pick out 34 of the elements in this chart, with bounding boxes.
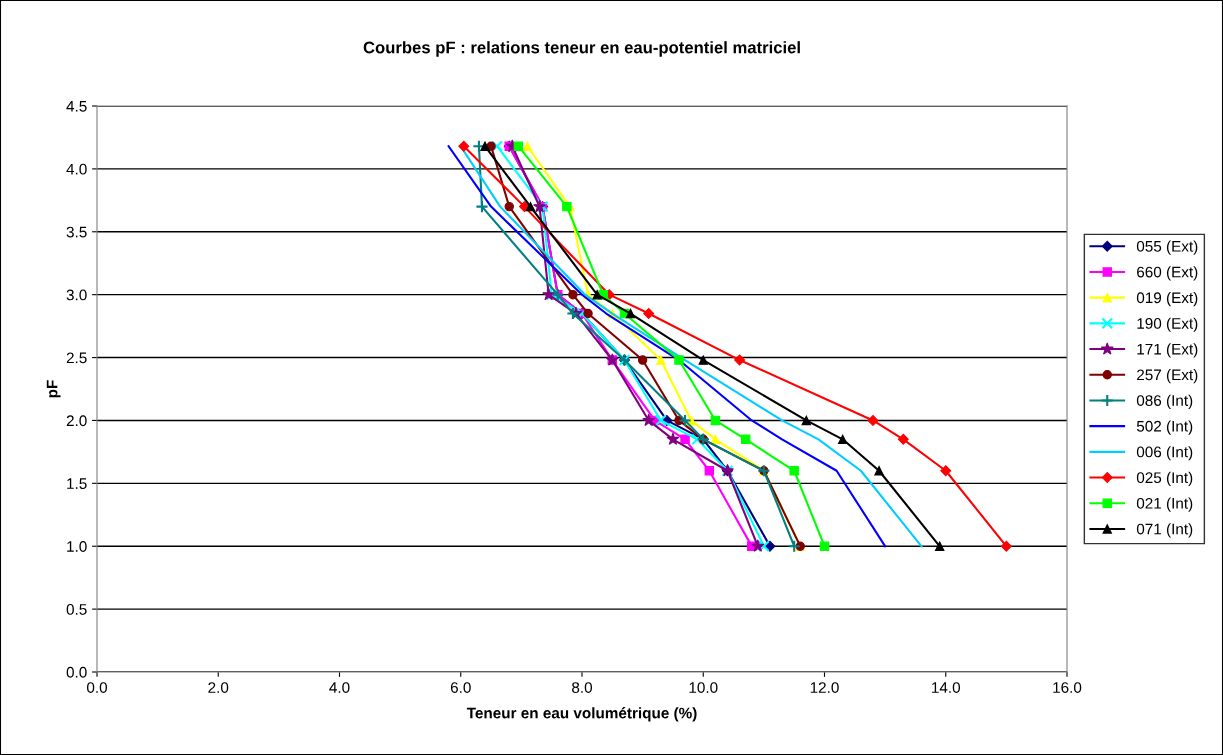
legend-label: 019 (Ext) <box>1136 291 1198 307</box>
y-tick-label: 4.5 <box>66 101 87 112</box>
y-tick-label: 0.0 <box>66 666 87 678</box>
legend-label: 086 (Int) <box>1136 394 1193 409</box>
legend-label: 025 (Int) <box>1136 471 1193 487</box>
legend-label: 257 (Ext) <box>1137 369 1198 384</box>
x-tick-label: 4.0 <box>329 682 350 693</box>
y-tick-label: 3.0 <box>66 289 87 301</box>
y-tick-label: 2.0 <box>66 415 87 427</box>
x-axis-title: Teneur en eau volumétrique (%) <box>466 707 697 722</box>
y-axis-title: pF <box>46 380 61 398</box>
x-tick-label: 12.0 <box>810 682 839 693</box>
x-tick-label: 0.0 <box>86 682 108 693</box>
x-tick-label: 2.0 <box>208 682 229 693</box>
x-tick-label: 14.0 <box>932 682 961 693</box>
y-tick-label: 0.5 <box>66 603 87 615</box>
y-tick-label: 3.5 <box>66 226 87 238</box>
legend-label: 021 (Int) <box>1136 497 1193 512</box>
legend-label: 190 (Ext) <box>1137 317 1198 332</box>
legend-label: 502 (Int) <box>1136 420 1193 435</box>
legend-label: 071 (Int) <box>1136 523 1193 538</box>
y-tick-label: 4.0 <box>66 163 87 175</box>
y-tick-label: 1.5 <box>67 478 87 490</box>
x-tick-label: 16.0 <box>1053 682 1082 693</box>
legend-label: 171 (Ext) <box>1137 343 1198 358</box>
legend-label: 660 (Ext) <box>1137 266 1198 281</box>
y-tick-label: 1.0 <box>67 541 87 552</box>
x-tick-label: 6.0 <box>450 682 471 693</box>
legend-label: 055 (Ext) <box>1136 240 1198 255</box>
y-tick-label: 2.5 <box>66 352 87 364</box>
x-tick-label: 10.0 <box>689 682 718 693</box>
x-tick-label: 8.0 <box>572 682 593 693</box>
legend-label: 006 (Int) <box>1136 446 1193 461</box>
chart-title: Courbes pF : relations teneur en eau-potentiel matriciel <box>363 41 800 57</box>
